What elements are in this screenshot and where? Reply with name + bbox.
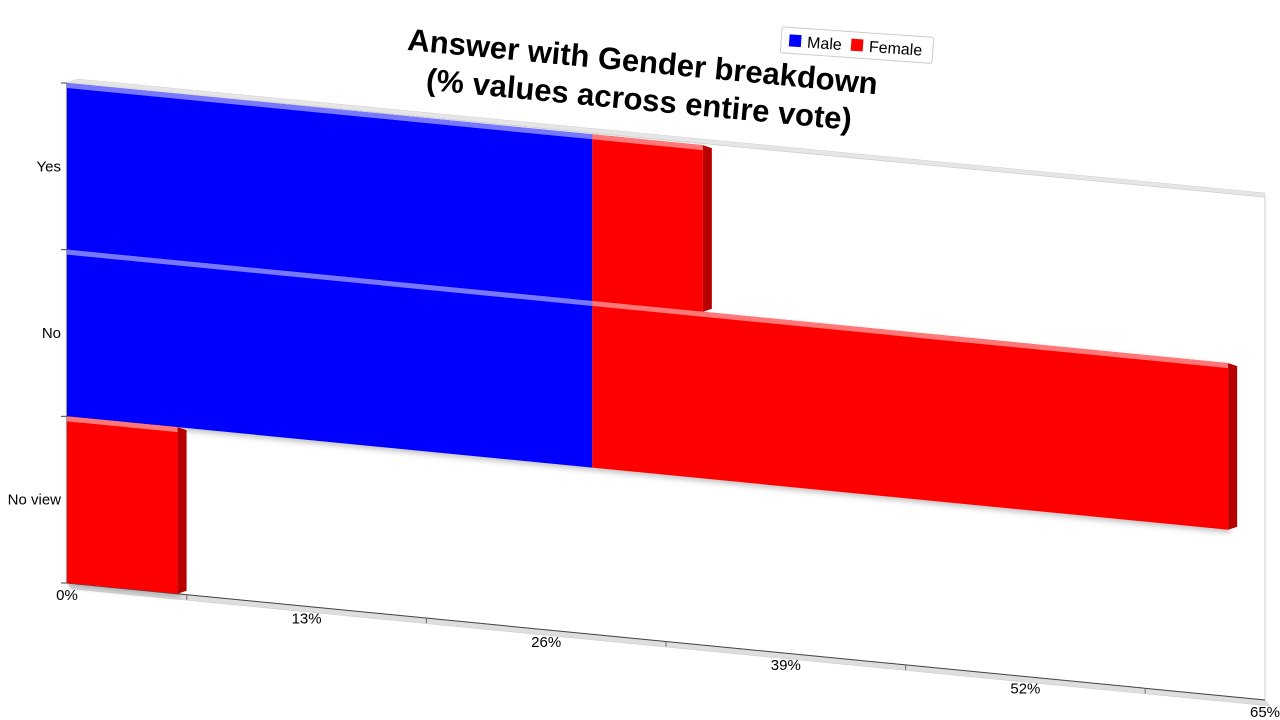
bar-side-yes-female — [702, 145, 712, 312]
x-tick-label-39pct: 39% — [771, 657, 801, 674]
category-label-no-view: No view — [8, 492, 62, 509]
x-tick-label-13pct: 13% — [292, 610, 322, 627]
plot-top-edge — [66, 78, 1266, 198]
bar-no-female — [592, 300, 1238, 530]
x-tick-label-26pct: 26% — [531, 634, 561, 651]
bar-no-male — [67, 249, 593, 468]
bar-top-no-view-female — [67, 416, 178, 433]
bar-top-yes-male — [67, 83, 593, 140]
bar-top-no-female — [592, 300, 1229, 369]
legend-label-female: Female — [868, 39, 923, 60]
legend-swatch-female — [850, 38, 864, 52]
bar-yes-female — [592, 134, 712, 312]
bar-face-no-view-female — [67, 416, 178, 594]
bar-face-no-male — [67, 249, 593, 468]
x-tick-label-52pct: 52% — [1010, 681, 1040, 698]
bar-top-no-male — [67, 249, 593, 306]
bars-layer — [67, 83, 1238, 594]
legend-label-male: Male — [806, 35, 842, 54]
category-label-no: No — [42, 325, 61, 342]
x-tick-labels: 0% 13% 26% 39% 52% 65% — [56, 587, 1280, 720]
bar-side-no-female — [1228, 363, 1238, 530]
bar-face-yes-male — [67, 83, 593, 301]
legend: Male Female — [779, 26, 935, 64]
bar-yes-male — [67, 83, 593, 301]
bar-no-view-female — [67, 416, 187, 594]
bar-face-no-female — [592, 300, 1229, 530]
x-tick-label-0pct: 0% — [56, 587, 78, 604]
x-tick-label-65pct: 65% — [1250, 704, 1280, 720]
category-labels: Yes No No view — [8, 82, 67, 584]
bar-top-yes-female — [592, 134, 703, 151]
bar-side-no-view-female — [177, 427, 187, 594]
category-label-yes: Yes — [37, 158, 61, 175]
bar-face-yes-female — [592, 134, 703, 312]
legend-swatch-male — [788, 34, 802, 48]
